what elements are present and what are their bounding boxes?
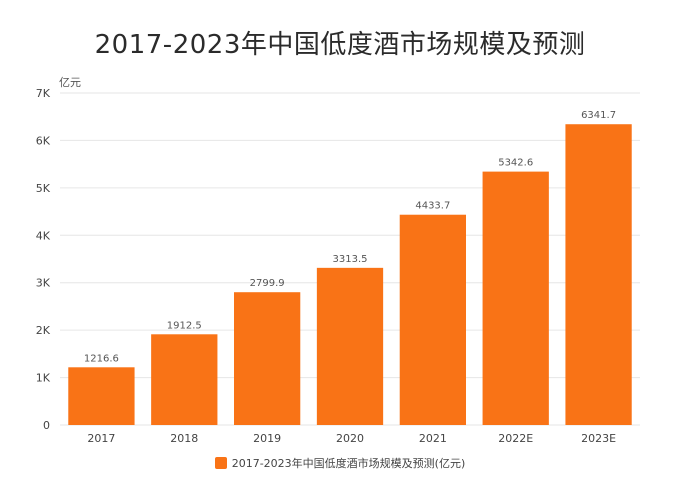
bar-2022e[interactable] — [482, 171, 549, 425]
bar-2018[interactable] — [151, 334, 218, 425]
y-axis-ticks: 0 1K 2K 3K 4K 5K 6K 7K — [36, 87, 51, 432]
value-label: 6341.7 — [581, 110, 616, 121]
y-tick-label: 3K — [36, 277, 51, 290]
x-axis-ticks: 2017 2018 2019 2020 2021 2022E 2023E — [87, 432, 616, 445]
y-axis-unit-label: 亿元 — [59, 76, 81, 89]
x-tick-label: 2021 — [419, 432, 447, 445]
legend-swatch — [214, 457, 227, 469]
y-tick-label: 7K — [36, 87, 51, 100]
x-tick-label: 2017 — [87, 432, 115, 445]
y-tick-label: 5K — [36, 182, 51, 195]
x-tick-label: 2020 — [336, 432, 364, 445]
bar-2020[interactable] — [316, 267, 384, 425]
bars — [68, 124, 632, 425]
value-label: 5342.6 — [498, 158, 533, 169]
value-label: 1216.6 — [84, 353, 119, 364]
value-label: 4433.7 — [415, 201, 450, 212]
legend[interactable]: 2017-2023年中国低度酒市场规模及预测(亿元) — [0, 455, 680, 471]
y-tick-label: 2K — [36, 324, 51, 337]
legend-label: 2017-2023年中国低度酒市场规模及预测(亿元) — [231, 457, 466, 470]
y-tick-label: 1K — [36, 372, 51, 385]
y-tick-label: 0 — [43, 419, 50, 432]
x-tick-label: 2019 — [253, 432, 281, 445]
value-label: 2799.9 — [250, 278, 285, 289]
y-tick-label: 4K — [36, 229, 51, 242]
value-label: 3313.5 — [333, 254, 368, 265]
chart-title: 2017-2023年中国低度酒市场规模及预测 — [94, 30, 586, 60]
value-labels: 1216.6 1912.5 2799.9 3313.5 4433.7 5342.6 6341… — [84, 110, 616, 364]
bar-2021[interactable] — [399, 214, 466, 425]
y-tick-label: 6K — [36, 134, 51, 147]
value-label: 1912.5 — [167, 320, 202, 331]
x-tick-label: 2018 — [170, 432, 198, 445]
bar-2023e[interactable] — [565, 124, 632, 425]
x-tick-label: 2023E — [581, 432, 616, 445]
x-tick-label: 2022E — [498, 432, 533, 445]
bar-2017[interactable] — [68, 367, 135, 425]
bar-2019[interactable] — [234, 292, 301, 425]
